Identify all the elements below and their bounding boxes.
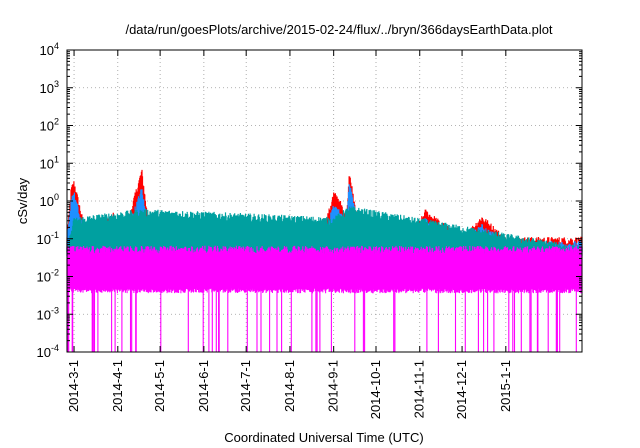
- series-trace: [66, 245, 583, 352]
- y-tick-label: 102: [40, 117, 59, 134]
- y-tick-label: 10-4: [37, 343, 59, 360]
- series-band: [66, 245, 583, 352]
- y-tick-label: 10-1: [37, 230, 59, 247]
- x-tick-label: 2015-1-1: [498, 360, 513, 412]
- y-axis-title: cSv/day: [15, 177, 30, 224]
- x-tick-label: 2014-4-1: [110, 360, 125, 412]
- y-tick-label: 101: [40, 154, 59, 171]
- x-tick-label: 2014-9-1: [326, 360, 341, 412]
- chart-title: /data/run/goesPlots/archive/2015-02-24/f…: [125, 22, 552, 37]
- y-tick-label: 103: [40, 79, 59, 96]
- x-tick-label: 2014-6-1: [196, 360, 211, 412]
- x-axis-title: Coordinated Universal Time (UTC): [224, 430, 423, 445]
- y-tick-label: 10-2: [37, 268, 59, 285]
- axes: 10-4 10-3 10-2 10-1 100 101 102 103 104 2014-3-1 2…: [37, 41, 582, 419]
- x-tick-label: 2014-3-1: [66, 360, 81, 412]
- x-tick-label: 2014-5-1: [152, 360, 167, 412]
- y-tick-label: 10-3: [37, 305, 59, 322]
- plot-area: [66, 169, 583, 352]
- x-tick-label: 2014-10-1: [368, 360, 383, 419]
- x-tick-label: 2014-7-1: [238, 360, 253, 412]
- x-tick-label: 2014-8-1: [282, 360, 297, 412]
- y-tick-label: 100: [40, 192, 59, 209]
- x-tick-label: 2014-11-1: [412, 360, 427, 418]
- x-tick-label: 2014-12-1: [454, 360, 469, 419]
- y-tick-label: 104: [40, 41, 59, 58]
